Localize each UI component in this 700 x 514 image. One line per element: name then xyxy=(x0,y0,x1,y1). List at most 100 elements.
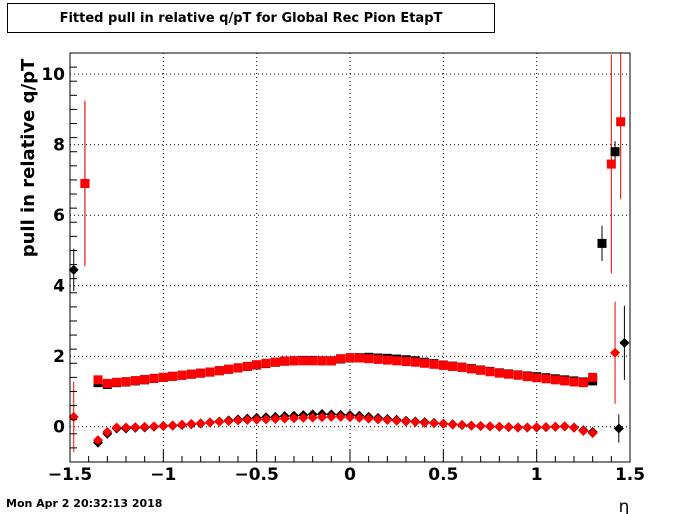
data-point-square xyxy=(476,365,486,375)
data-point-diamond xyxy=(102,427,113,438)
data-point-square xyxy=(429,359,439,369)
data-point-diamond xyxy=(485,421,495,432)
data-point-diamond xyxy=(121,422,131,433)
data-point-square xyxy=(364,354,374,364)
data-point-diamond xyxy=(93,435,103,446)
data-point-square xyxy=(205,367,215,377)
x-tick-label: 1 xyxy=(531,465,543,485)
data-point-diamond xyxy=(167,420,178,431)
data-point-diamond xyxy=(447,419,458,430)
y-tick-label: 10 xyxy=(41,65,65,85)
data-point-square xyxy=(616,117,626,127)
data-point-diamond xyxy=(186,418,197,429)
data-point-square xyxy=(121,377,131,387)
x-tick-label: 0 xyxy=(344,465,356,485)
data-point-diamond xyxy=(223,416,234,427)
x-tick-label: 0.5 xyxy=(428,465,458,485)
data-point-diamond xyxy=(111,422,122,433)
data-point-diamond xyxy=(587,428,598,439)
data-point-square xyxy=(569,377,579,387)
data-point-square xyxy=(522,372,532,382)
data-point-square xyxy=(317,356,327,366)
y-axis-label: pull in relative q/pT xyxy=(18,58,39,257)
data-point-diamond xyxy=(233,415,243,426)
data-point-square xyxy=(401,357,411,367)
data-point-diamond xyxy=(326,411,337,422)
y-tick-label: 8 xyxy=(53,136,65,156)
data-point-diamond xyxy=(503,422,514,433)
x-tick-label: −0.5 xyxy=(234,465,278,485)
data-point-diamond xyxy=(569,422,579,433)
data-point-diamond xyxy=(391,415,402,426)
data-point-square xyxy=(102,378,112,388)
data-point-diamond xyxy=(578,425,589,436)
data-point-diamond xyxy=(289,413,299,424)
data-point-diamond xyxy=(613,423,624,434)
x-tick-label: 1.5 xyxy=(615,465,645,485)
timestamp-label: Mon Apr 2 20:32:13 2018 xyxy=(6,497,163,510)
data-point-square xyxy=(112,377,122,387)
data-point-diamond xyxy=(382,415,393,426)
data-point-square xyxy=(466,364,476,374)
data-point-diamond xyxy=(401,416,411,427)
data-point-diamond xyxy=(438,418,449,429)
data-point-diamond xyxy=(214,416,225,427)
data-point-square xyxy=(326,356,336,366)
tick-labels: −1.5 −1 −0.5 0 0.5 1 1.5 0 2 4 6 8 10 xyxy=(41,65,645,485)
error-bars xyxy=(73,53,625,453)
data-point-square xyxy=(336,354,346,364)
data-point-diamond xyxy=(68,264,79,275)
data-point-square xyxy=(560,376,570,386)
data-point-diamond xyxy=(410,417,421,428)
data-point-diamond xyxy=(619,337,630,348)
data-point-square xyxy=(438,360,448,370)
data-point-square xyxy=(610,147,620,157)
data-point-diamond xyxy=(345,412,355,423)
data-point-square xyxy=(410,357,420,367)
data-point-square xyxy=(130,376,140,386)
data-point-diamond xyxy=(251,414,262,425)
data-point-square xyxy=(298,356,308,366)
data-point-square xyxy=(186,369,196,379)
x-tick-label: −1 xyxy=(150,465,176,485)
data-point-square xyxy=(382,355,392,365)
x-axis-label: η xyxy=(619,497,630,514)
data-point-square xyxy=(578,378,588,388)
data-point-diamond xyxy=(559,421,570,432)
data-point-diamond xyxy=(429,418,439,429)
data-point-diamond xyxy=(149,421,159,432)
axis-ticks xyxy=(69,52,631,463)
data-point-diamond xyxy=(279,413,290,424)
x-tick-label: −1.5 xyxy=(48,465,92,485)
data-point-square xyxy=(252,360,262,370)
data-point-square xyxy=(504,369,514,379)
y-tick-label: 6 xyxy=(53,206,65,226)
data-point-diamond xyxy=(363,413,374,424)
data-point-square xyxy=(158,372,168,382)
data-point-square xyxy=(392,356,402,366)
data-point-diamond xyxy=(466,420,477,431)
data-point-diamond xyxy=(205,417,215,428)
data-point-diamond xyxy=(177,419,187,430)
data-point-square xyxy=(168,371,178,381)
data-point-diamond xyxy=(130,422,141,433)
data-point-square xyxy=(457,363,467,373)
data-point-square xyxy=(345,353,355,363)
data-point-square xyxy=(597,238,607,248)
data-point-diamond xyxy=(419,417,430,428)
data-point-square xyxy=(280,356,290,366)
data-point-diamond xyxy=(335,411,346,422)
chart-title-box: Fitted pull in relative q/pT for Global … xyxy=(7,3,495,33)
data-point-diamond xyxy=(270,413,281,424)
y-tick-label: 0 xyxy=(53,418,65,438)
data-point-diamond xyxy=(513,422,523,433)
y-tick-label: 4 xyxy=(53,277,65,297)
data-point-diamond xyxy=(317,412,327,423)
data-point-diamond xyxy=(475,421,486,432)
data-point-diamond xyxy=(373,414,383,425)
data-point-square xyxy=(550,375,560,385)
data-point-square xyxy=(270,357,280,367)
data-point-square xyxy=(242,361,252,371)
data-point-diamond xyxy=(522,422,533,433)
